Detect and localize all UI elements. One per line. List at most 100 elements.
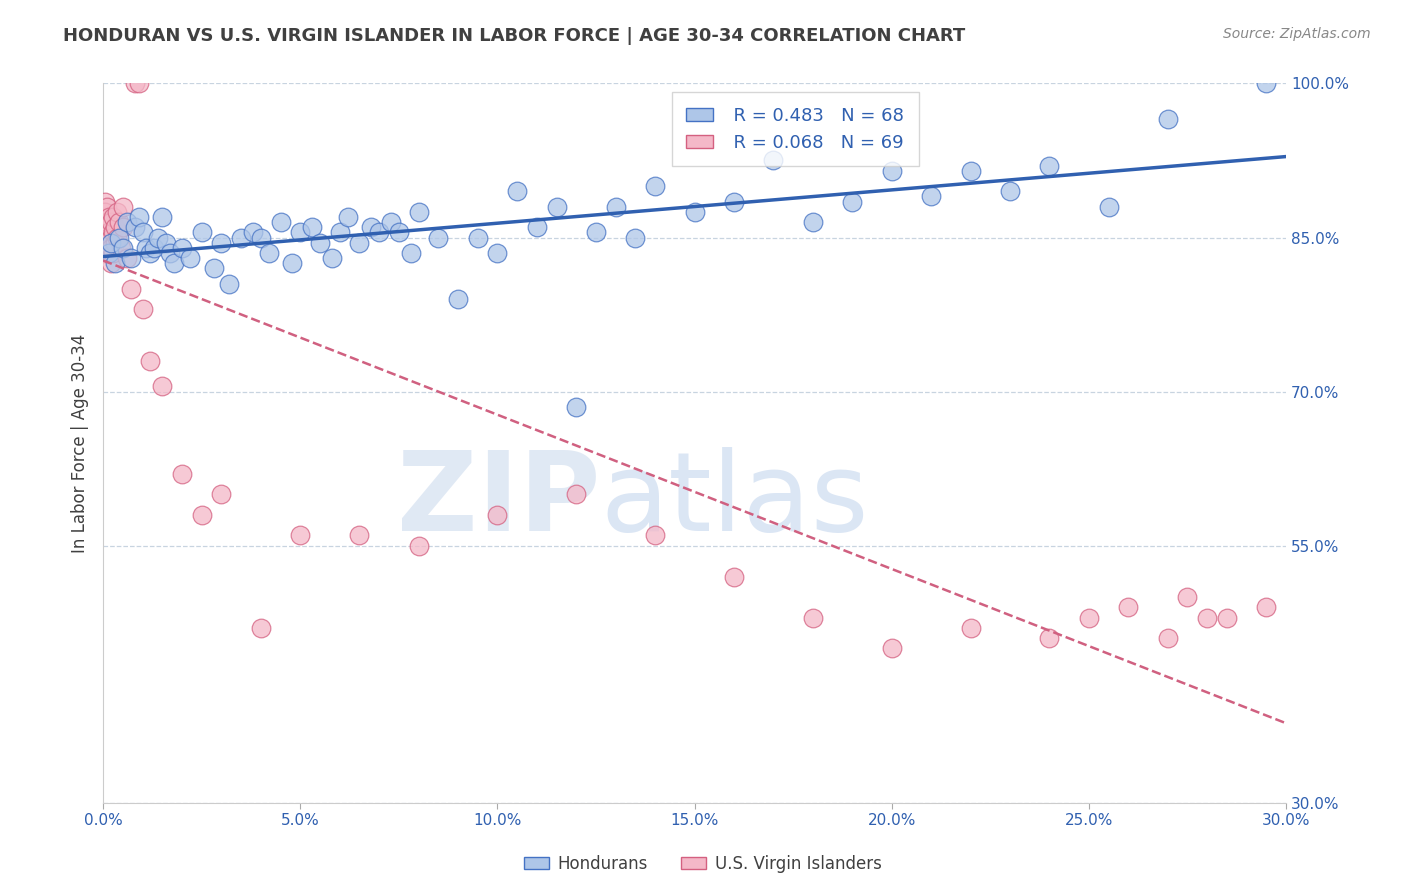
Point: [959, 621, 981, 635]
Point: [920, 189, 942, 203]
Point: [427, 230, 450, 244]
Point: [190, 508, 212, 522]
Point: [336, 210, 359, 224]
Point: [170, 467, 193, 481]
Point: [408, 204, 430, 219]
Point: [120, 282, 142, 296]
Point: [98, 226, 121, 240]
Point: [115, 251, 138, 265]
Point: [1156, 112, 1178, 127]
Point: [150, 379, 173, 393]
Point: [170, 241, 193, 255]
Point: [801, 610, 824, 624]
Point: [565, 487, 588, 501]
Point: [309, 235, 332, 250]
Point: [526, 220, 548, 235]
Point: [202, 261, 225, 276]
Point: [139, 246, 162, 260]
Point: [179, 251, 201, 265]
Point: [98, 246, 121, 260]
Point: [368, 226, 391, 240]
Point: [270, 215, 292, 229]
Point: [96, 200, 118, 214]
Point: [96, 220, 118, 235]
Point: [108, 215, 131, 229]
Point: [94, 235, 117, 250]
Point: [959, 163, 981, 178]
Point: [329, 226, 352, 240]
Point: [281, 256, 304, 270]
Point: [98, 241, 121, 255]
Point: [101, 210, 124, 224]
Point: [110, 241, 132, 255]
Point: [101, 226, 124, 240]
Point: [91, 235, 114, 250]
Point: [408, 539, 430, 553]
Point: [100, 230, 122, 244]
Point: [1216, 610, 1239, 624]
Point: [148, 230, 170, 244]
Point: [257, 246, 280, 260]
Point: [100, 215, 122, 229]
Point: [190, 226, 212, 240]
Point: [115, 215, 138, 229]
Point: [94, 241, 117, 255]
Point: [96, 235, 118, 250]
Point: [131, 226, 153, 240]
Point: [91, 215, 114, 229]
Point: [229, 230, 252, 244]
Point: [98, 246, 121, 260]
Point: [1038, 631, 1060, 645]
Point: [250, 621, 273, 635]
Point: [94, 204, 117, 219]
Point: [128, 210, 150, 224]
Point: [94, 194, 117, 209]
Point: [96, 215, 118, 229]
Point: [1097, 200, 1119, 214]
Legend:   R = 0.483   N = 68,   R = 0.068   N = 69: R = 0.483 N = 68, R = 0.068 N = 69: [672, 93, 918, 167]
Point: [880, 163, 903, 178]
Point: [301, 220, 323, 235]
Point: [105, 204, 128, 219]
Point: [209, 235, 232, 250]
Point: [762, 153, 785, 168]
Point: [250, 230, 273, 244]
Point: [1116, 600, 1139, 615]
Point: [94, 246, 117, 260]
Point: [139, 353, 162, 368]
Point: [96, 230, 118, 244]
Point: [101, 246, 124, 260]
Point: [605, 200, 627, 214]
Point: [124, 220, 146, 235]
Point: [91, 226, 114, 240]
Point: [723, 194, 745, 209]
Point: [388, 226, 411, 240]
Point: [321, 251, 343, 265]
Point: [111, 241, 134, 255]
Point: [290, 226, 312, 240]
Point: [486, 508, 509, 522]
Point: [1256, 600, 1278, 615]
Point: [124, 77, 146, 91]
Point: [159, 246, 181, 260]
Point: [447, 292, 470, 306]
Point: [91, 204, 114, 219]
Point: [1256, 77, 1278, 91]
Point: [467, 230, 489, 244]
Point: [111, 220, 134, 235]
Point: [100, 241, 122, 255]
Point: [104, 235, 127, 250]
Point: [209, 487, 232, 501]
Point: [880, 641, 903, 656]
Point: [1197, 610, 1219, 624]
Y-axis label: In Labor Force | Age 30-34: In Labor Force | Age 30-34: [72, 334, 89, 553]
Point: [565, 400, 588, 414]
Point: [1038, 159, 1060, 173]
Point: [108, 230, 131, 244]
Point: [1177, 590, 1199, 604]
Point: [841, 194, 863, 209]
Point: [380, 215, 402, 229]
Point: [155, 235, 177, 250]
Point: [94, 220, 117, 235]
Point: [218, 277, 240, 291]
